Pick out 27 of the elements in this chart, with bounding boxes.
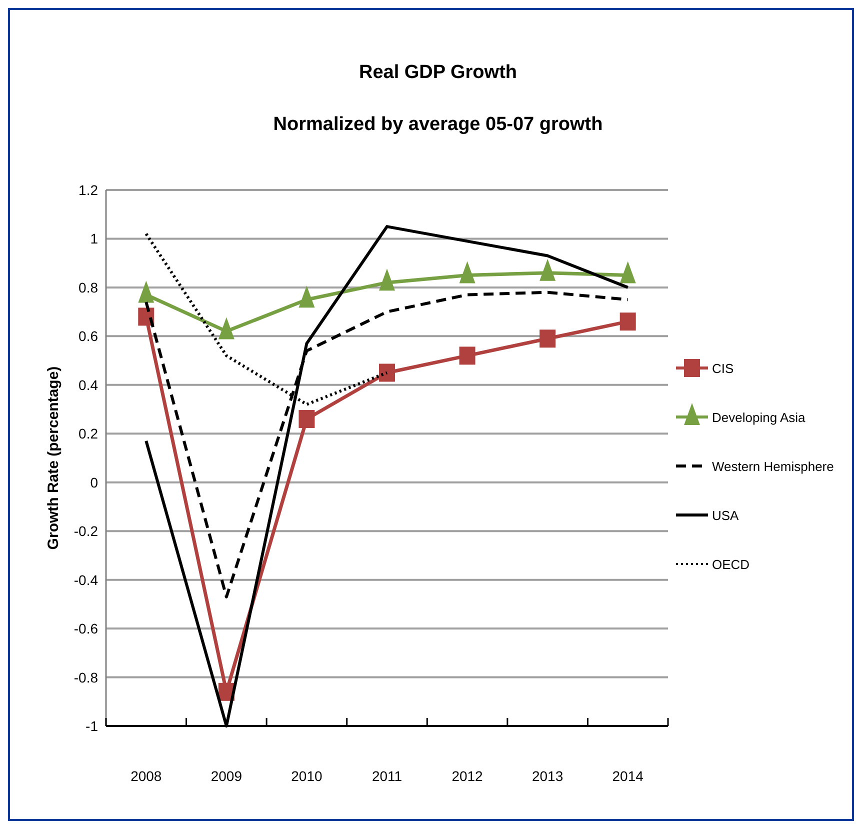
y-tick-label: 0.2: [78, 426, 98, 442]
y-tick-label: 0.8: [78, 279, 98, 296]
legend-label: USA: [712, 508, 740, 523]
y-tick-label: 1.2: [78, 182, 98, 198]
legend-label: Developing Asia: [712, 410, 806, 425]
x-tick-label: 2008: [130, 768, 162, 784]
y-tick-label: -0.6: [74, 620, 98, 637]
x-tick-label: 2010: [291, 768, 322, 784]
x-tick-label: 2009: [210, 768, 242, 784]
y-axis-title: Growth Rate (percentage): [45, 366, 62, 550]
legend-label: CIS: [712, 361, 734, 376]
y-tick-label: -0.8: [74, 669, 98, 686]
y-tick-label: 0.6: [78, 328, 98, 344]
y-tick-label: -0.4: [74, 572, 98, 588]
legend-label: Western Hemisphere: [712, 459, 834, 474]
y-tick-label: -0.2: [74, 523, 98, 540]
chart-subtitle: Normalized by average 05-07 growth: [273, 114, 603, 135]
x-tick-label: 2013: [532, 768, 564, 784]
x-tick-label: 2011: [372, 768, 402, 784]
chart-title: Real GDP Growth: [358, 62, 518, 83]
legend-label: OECD: [712, 557, 750, 572]
x-tick-label: 2012: [452, 768, 484, 784]
x-tick-label: 2014: [612, 768, 644, 784]
y-tick-label: 0.4: [78, 376, 98, 393]
y-tick-label: 1: [90, 230, 98, 247]
y-tick-label: 0: [90, 474, 98, 490]
y-tick-label: -1: [86, 718, 98, 734]
